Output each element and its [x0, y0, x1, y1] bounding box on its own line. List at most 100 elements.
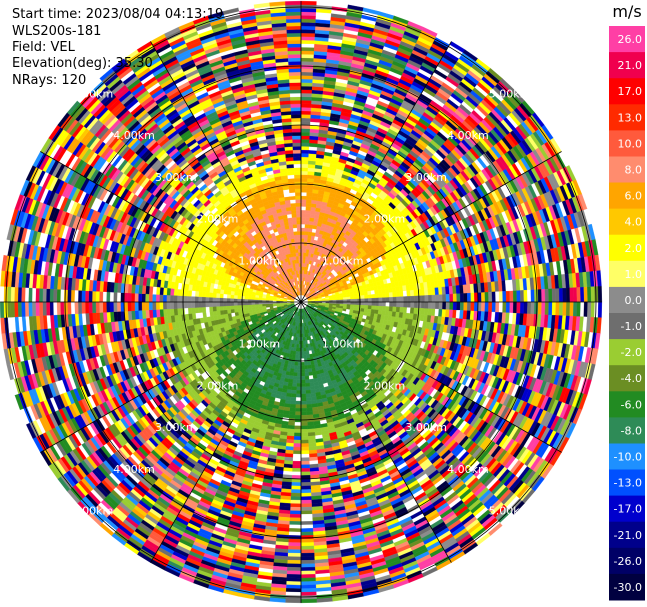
range-gate — [544, 288, 549, 303]
range-gate — [300, 581, 316, 586]
range-gate — [484, 301, 489, 312]
range-gate — [300, 128, 311, 133]
range-gate — [534, 289, 539, 303]
range-gate — [300, 177, 308, 182]
range-gate — [597, 301, 603, 318]
range-gate — [509, 301, 514, 314]
range-gate — [449, 301, 454, 311]
range-gate — [360, 301, 365, 306]
range-gate — [300, 506, 313, 512]
range-gate — [594, 301, 599, 318]
range-gate — [300, 32, 316, 38]
range-gate — [470, 292, 475, 303]
range-gate — [491, 301, 496, 313]
range-gate — [488, 301, 493, 313]
range-gate — [431, 301, 436, 310]
range-gate — [300, 570, 316, 575]
range-gate — [402, 290, 408, 297]
range-gate — [442, 294, 447, 303]
range-gate — [481, 292, 486, 303]
range-gate — [300, 245, 305, 250]
range-gate — [367, 290, 372, 296]
range-gate — [463, 293, 468, 303]
range-gate — [406, 296, 411, 303]
range-gate — [304, 227, 309, 232]
range-gate — [305, 396, 312, 402]
range-gate — [343, 297, 348, 300]
range-gate — [300, 566, 316, 572]
range-gate — [300, 149, 310, 154]
range-gate — [300, 517, 313, 522]
range-gate — [300, 552, 315, 558]
range-gate — [353, 298, 358, 303]
range-gate — [410, 295, 415, 303]
range-gate — [300, 15, 317, 20]
range-gate — [300, 181, 308, 186]
range-gate — [304, 372, 309, 377]
range-gate — [449, 293, 454, 303]
range-gate — [307, 428, 315, 433]
range-gate — [297, 358, 302, 363]
range-gate — [307, 178, 315, 183]
range-gate — [502, 301, 507, 313]
range-gate — [303, 344, 306, 349]
range-gate — [300, 549, 315, 554]
range-gate — [304, 220, 310, 225]
range-gate — [580, 287, 585, 303]
range-gate — [367, 305, 372, 310]
range-gate — [402, 307, 408, 314]
range-gate — [573, 301, 578, 317]
range-gate — [378, 297, 383, 303]
range-gate — [385, 301, 390, 307]
range-gate — [537, 301, 542, 315]
range-gate — [305, 386, 311, 391]
range-gate — [300, 528, 314, 533]
range-gate — [302, 337, 306, 342]
range-gate — [498, 301, 503, 313]
range-gate — [300, 535, 314, 540]
range-gate — [300, 25, 316, 30]
range-gate — [456, 301, 461, 311]
range-gate — [304, 224, 310, 229]
range-gate — [297, 361, 302, 366]
range-gate — [530, 289, 535, 303]
range-gate — [300, 117, 311, 122]
range-gate — [428, 301, 433, 310]
range-gate — [548, 301, 553, 316]
range-gate — [527, 289, 532, 303]
range-gate — [484, 292, 489, 303]
range-gate — [424, 301, 429, 309]
range-gate — [300, 496, 312, 501]
range-gate — [392, 296, 397, 303]
range-gate — [307, 361, 312, 366]
range-gate — [306, 188, 313, 194]
range-gate — [305, 382, 311, 387]
range-gate — [555, 288, 560, 303]
range-gate — [300, 78, 313, 83]
range-gate — [569, 287, 574, 303]
range-gate — [300, 89, 313, 94]
range-gate — [300, 39, 315, 45]
range-gate — [534, 301, 539, 315]
range-gate — [576, 301, 581, 317]
range-gate — [300, 231, 305, 235]
range-gate — [306, 407, 313, 412]
range-gate — [368, 301, 372, 306]
range-gate — [306, 181, 314, 186]
range-gate — [300, 43, 315, 48]
range-gate — [300, 100, 312, 105]
range-gate — [300, 206, 307, 211]
range-gate — [306, 414, 314, 419]
range-gate — [431, 308, 436, 317]
range-gate — [300, 114, 311, 119]
range-gate — [435, 301, 440, 310]
range-gate — [302, 340, 306, 345]
range-gate — [505, 301, 511, 314]
range-gate — [300, 411, 308, 416]
range-gate — [300, 460, 310, 465]
range-gate — [306, 185, 314, 190]
range-gate — [371, 305, 376, 310]
range-gate — [573, 287, 578, 303]
range-gate — [360, 298, 365, 303]
range-gate — [308, 371, 313, 377]
